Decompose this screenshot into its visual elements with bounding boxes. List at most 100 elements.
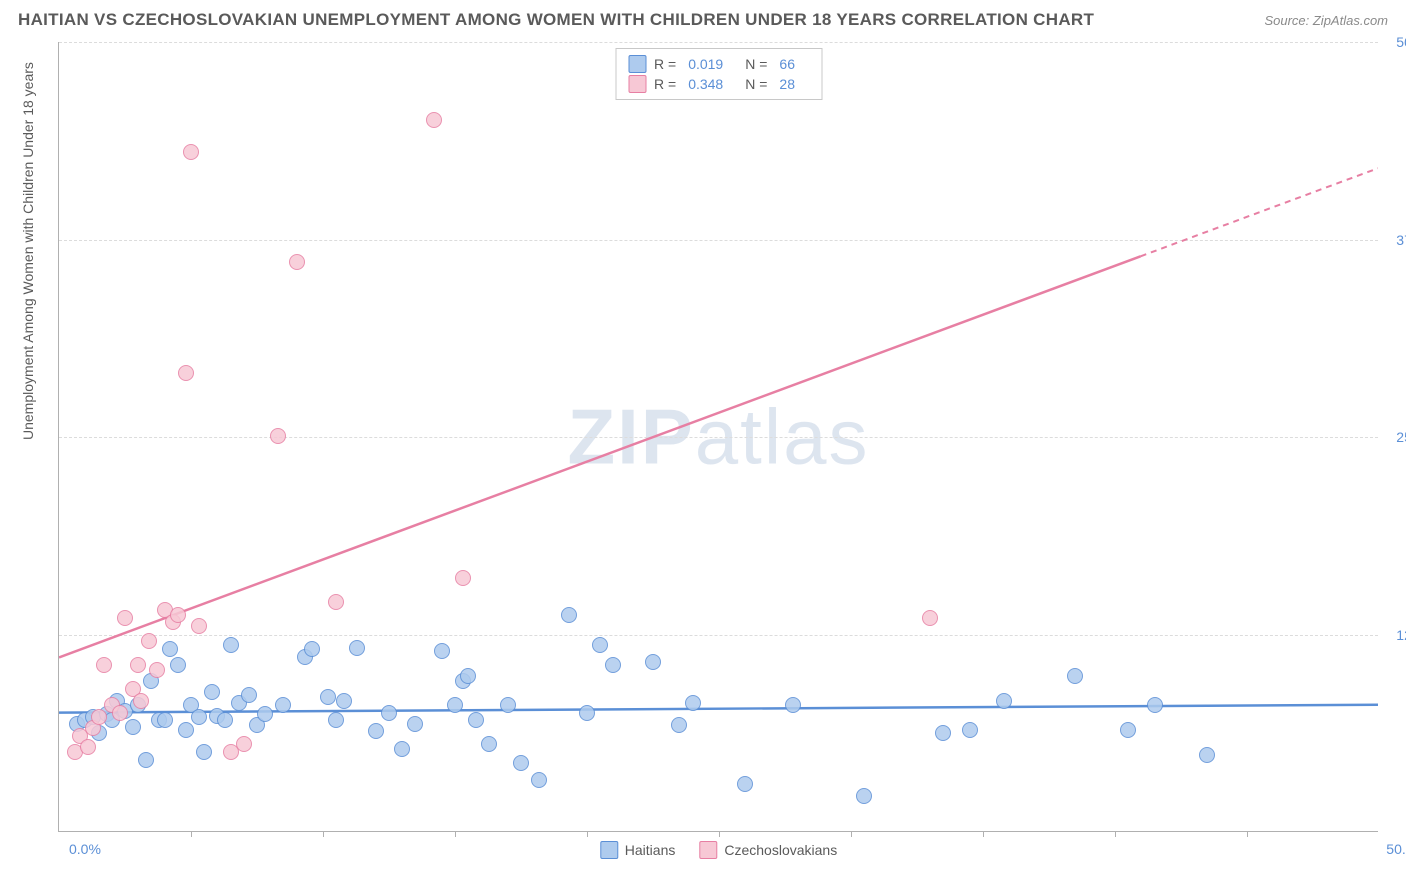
- data-point: [223, 637, 239, 653]
- data-point: [178, 365, 194, 381]
- series-legend: Haitians Czechoslovakians: [600, 841, 837, 859]
- data-point: [394, 741, 410, 757]
- data-point: [170, 657, 186, 673]
- legend-swatch-czech: [699, 841, 717, 859]
- legend-label-haitians: Haitians: [625, 842, 676, 858]
- data-point: [275, 697, 291, 713]
- data-point: [407, 716, 423, 732]
- x-tick: [1247, 831, 1248, 837]
- data-point: [133, 693, 149, 709]
- data-point: [178, 722, 194, 738]
- x-tick: [719, 831, 720, 837]
- data-point: [336, 693, 352, 709]
- data-point: [125, 719, 141, 735]
- data-point: [592, 637, 608, 653]
- y-tick-label: 12.5%: [1384, 627, 1406, 643]
- data-point: [737, 776, 753, 792]
- data-point: [257, 706, 273, 722]
- data-point: [149, 662, 165, 678]
- x-axis-max-label: 50.0%: [1386, 841, 1406, 857]
- x-tick: [323, 831, 324, 837]
- data-point: [381, 705, 397, 721]
- stats-row-czech: R =0.348 N =28: [628, 75, 809, 93]
- data-point: [117, 610, 133, 626]
- x-tick: [1115, 831, 1116, 837]
- data-point: [96, 657, 112, 673]
- chart-plot-area: ZIPatlas 12.5%25.0%37.5%50.0% R =0.019 N…: [58, 42, 1378, 832]
- data-point: [605, 657, 621, 673]
- data-point: [204, 684, 220, 700]
- data-point: [320, 689, 336, 705]
- data-point: [80, 739, 96, 755]
- chart-title: HAITIAN VS CZECHOSLOVAKIAN UNEMPLOYMENT …: [18, 10, 1094, 30]
- data-point: [1120, 722, 1136, 738]
- data-point: [1067, 668, 1083, 684]
- data-point: [579, 705, 595, 721]
- data-point: [157, 712, 173, 728]
- data-point: [426, 112, 442, 128]
- data-point: [130, 657, 146, 673]
- data-point: [460, 668, 476, 684]
- data-point: [328, 712, 344, 728]
- data-point: [685, 695, 701, 711]
- data-point: [1199, 747, 1215, 763]
- data-point: [1147, 697, 1163, 713]
- data-point: [935, 725, 951, 741]
- legend-swatch-haitians: [600, 841, 618, 859]
- data-point: [671, 717, 687, 733]
- data-point: [191, 618, 207, 634]
- data-point: [531, 772, 547, 788]
- gridline: [59, 42, 1378, 43]
- data-point: [217, 712, 233, 728]
- data-point: [785, 697, 801, 713]
- gridline: [59, 635, 1378, 636]
- data-point: [455, 570, 471, 586]
- stats-row-haitians: R =0.019 N =66: [628, 55, 809, 73]
- data-point: [191, 709, 207, 725]
- data-point: [141, 633, 157, 649]
- x-axis-min-label: 0.0%: [69, 841, 101, 857]
- data-point: [270, 428, 286, 444]
- data-point: [368, 723, 384, 739]
- x-tick: [191, 831, 192, 837]
- data-point: [481, 736, 497, 752]
- gridline: [59, 437, 1378, 438]
- stats-legend: R =0.019 N =66 R =0.348 N =28: [615, 48, 822, 100]
- data-point: [112, 705, 128, 721]
- gridline: [59, 240, 1378, 241]
- data-point: [170, 607, 186, 623]
- data-point: [183, 144, 199, 160]
- data-point: [447, 697, 463, 713]
- data-point: [962, 722, 978, 738]
- data-point: [91, 709, 107, 725]
- data-point: [856, 788, 872, 804]
- data-point: [138, 752, 154, 768]
- data-point: [922, 610, 938, 626]
- legend-label-czech: Czechoslovakians: [724, 842, 837, 858]
- legend-item-haitians: Haitians: [600, 841, 676, 859]
- swatch-haitians: [628, 55, 646, 73]
- y-tick-label: 25.0%: [1384, 429, 1406, 445]
- data-point: [996, 693, 1012, 709]
- source-label: Source: ZipAtlas.com: [1264, 13, 1388, 28]
- data-point: [645, 654, 661, 670]
- x-tick: [455, 831, 456, 837]
- legend-item-czech: Czechoslovakians: [699, 841, 837, 859]
- data-point: [328, 594, 344, 610]
- data-point: [468, 712, 484, 728]
- data-point: [289, 254, 305, 270]
- y-axis-title: Unemployment Among Women with Children U…: [20, 62, 36, 440]
- x-tick: [851, 831, 852, 837]
- data-point: [513, 755, 529, 771]
- data-point: [162, 641, 178, 657]
- data-point: [561, 607, 577, 623]
- data-point: [434, 643, 450, 659]
- data-point: [241, 687, 257, 703]
- y-tick-label: 50.0%: [1384, 34, 1406, 50]
- data-point: [349, 640, 365, 656]
- data-point: [304, 641, 320, 657]
- data-point: [196, 744, 212, 760]
- swatch-czech: [628, 75, 646, 93]
- x-tick: [587, 831, 588, 837]
- x-tick: [983, 831, 984, 837]
